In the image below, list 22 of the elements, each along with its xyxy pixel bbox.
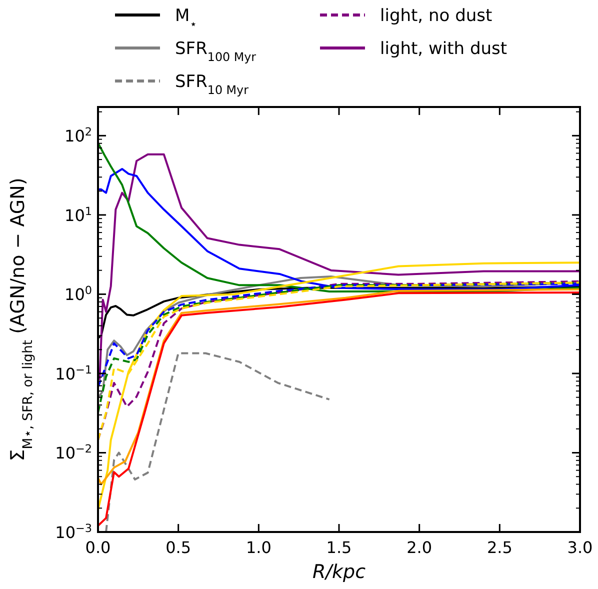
legend-label: SFR$_{100 Myr}$ [175,39,256,64]
line-series [98,153,580,381]
x-tick-label: 1.5 [326,538,352,557]
y-tick-label: 10$^{−1}$ [55,362,92,384]
x-tick-label: 1.0 [246,538,272,557]
legend-label: light, no dust [380,6,492,26]
y-tick-label: 10$^{0}$ [64,284,92,304]
legend-label: SFR$_{10 Myr}$ [175,72,249,97]
x-axis-title: R/kpc [312,561,366,583]
line-series [98,288,580,486]
y-tick-label: 10$^{2}$ [64,125,92,146]
x-tick-label: 2.0 [406,538,432,557]
x-tick-label: 2.5 [486,538,512,557]
line-series [105,352,330,532]
line-series [98,262,580,511]
legend-label: M$_{⋆}$ [175,6,198,31]
line-series [98,292,580,527]
legend-label: light, with dust [380,39,508,59]
x-tick-label: 3.0 [567,538,593,557]
x-tick-label: 0.5 [166,538,192,557]
y-tick-label: 10$^{−2}$ [55,442,92,463]
y-tick-label: 10$^{1}$ [64,204,92,225]
